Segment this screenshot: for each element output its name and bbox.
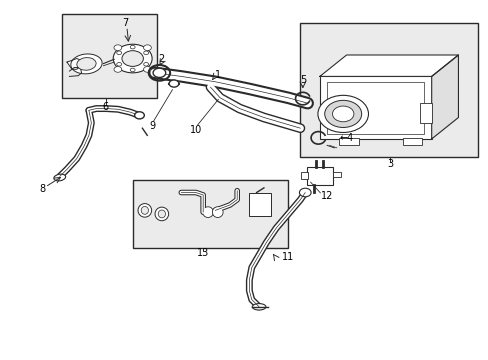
Circle shape bbox=[130, 45, 135, 49]
Text: 11: 11 bbox=[282, 252, 294, 262]
Circle shape bbox=[153, 68, 165, 77]
Bar bbox=[62, 14, 157, 98]
Bar bbox=[249, 193, 271, 216]
Polygon shape bbox=[319, 55, 458, 76]
Circle shape bbox=[134, 112, 144, 119]
Text: 13: 13 bbox=[197, 248, 209, 258]
Circle shape bbox=[143, 51, 148, 55]
Bar bbox=[132, 180, 287, 248]
Ellipse shape bbox=[138, 203, 151, 217]
Bar bbox=[326, 82, 424, 134]
Ellipse shape bbox=[71, 54, 102, 74]
Circle shape bbox=[114, 67, 122, 72]
Polygon shape bbox=[431, 55, 458, 139]
Bar bbox=[402, 138, 421, 145]
Circle shape bbox=[143, 45, 151, 50]
Text: 10: 10 bbox=[189, 125, 202, 135]
Text: 2: 2 bbox=[159, 54, 164, 64]
Circle shape bbox=[122, 51, 143, 66]
Text: 6: 6 bbox=[102, 102, 109, 112]
Text: 9: 9 bbox=[149, 121, 155, 131]
Ellipse shape bbox=[252, 303, 265, 310]
Ellipse shape bbox=[155, 207, 168, 221]
Ellipse shape bbox=[202, 207, 213, 217]
Circle shape bbox=[332, 106, 353, 122]
Text: 3: 3 bbox=[386, 159, 393, 169]
Bar bbox=[300, 172, 307, 179]
Bar bbox=[300, 23, 477, 157]
Text: 1: 1 bbox=[214, 69, 221, 80]
Circle shape bbox=[114, 45, 122, 50]
Ellipse shape bbox=[212, 207, 223, 217]
Bar bbox=[333, 172, 340, 177]
Text: ←4: ←4 bbox=[339, 133, 353, 143]
Ellipse shape bbox=[77, 58, 96, 70]
Bar bbox=[339, 138, 358, 145]
Text: 5: 5 bbox=[299, 75, 305, 85]
Text: 7: 7 bbox=[122, 18, 128, 28]
Ellipse shape bbox=[141, 206, 148, 214]
Circle shape bbox=[143, 67, 151, 72]
Circle shape bbox=[130, 68, 135, 72]
Circle shape bbox=[324, 100, 361, 127]
Circle shape bbox=[299, 188, 310, 197]
Text: 12: 12 bbox=[320, 191, 333, 201]
Circle shape bbox=[117, 51, 122, 55]
Circle shape bbox=[113, 44, 152, 73]
Text: 8: 8 bbox=[40, 184, 46, 194]
Polygon shape bbox=[67, 59, 81, 69]
Circle shape bbox=[117, 63, 122, 66]
Circle shape bbox=[317, 95, 368, 132]
Circle shape bbox=[143, 63, 148, 66]
Bar bbox=[319, 76, 431, 139]
Bar bbox=[419, 103, 431, 123]
Bar bbox=[306, 167, 333, 185]
Ellipse shape bbox=[158, 210, 165, 218]
Ellipse shape bbox=[54, 174, 65, 181]
Circle shape bbox=[169, 80, 179, 87]
